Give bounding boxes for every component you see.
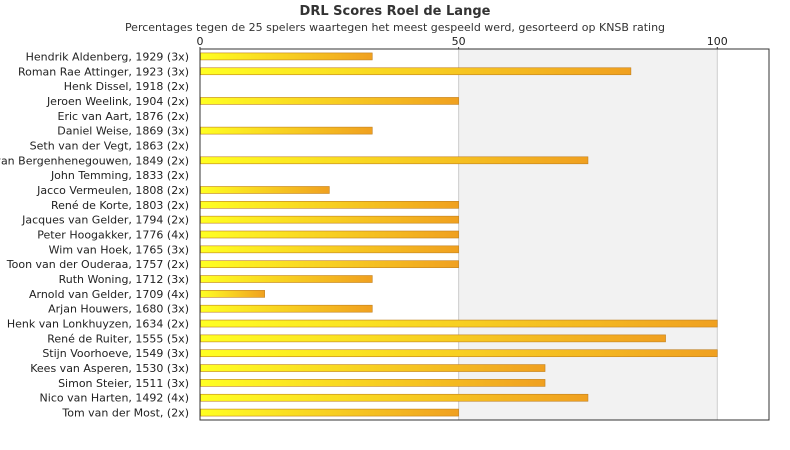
bar — [200, 201, 459, 209]
bar — [200, 97, 459, 105]
bar — [200, 379, 546, 387]
category-label: Wim van Hoek, 1765 (3x) — [49, 243, 189, 256]
bar — [200, 230, 459, 239]
chart-title: DRL Scores Roel de Lange — [300, 4, 491, 19]
bar — [200, 275, 373, 283]
category-label: Marc van Bergenhenegouwen, 1849 (2x) — [0, 154, 189, 167]
category-labels: Hendrik Aldenberg, 1929 (3x) Roman Rae At… — [0, 50, 189, 419]
x-tick-label: 0 — [197, 35, 204, 48]
category-label: Jacques van Gelder, 1794 (2x) — [21, 214, 189, 227]
plot-frame — [199, 48, 770, 421]
category-label: Eric van Aart, 1876 (2x) — [58, 110, 189, 123]
category-label: Jacco Vermeulen, 1808 (2x) — [36, 184, 189, 197]
category-label: Arnold van Gelder, 1709 (4x) — [29, 288, 189, 301]
category-label: Jeroen Weelink, 1904 (2x) — [46, 95, 189, 108]
plot-band — [717, 49, 769, 420]
category-label: Kees van Asperen, 1530 (3x) — [30, 362, 189, 375]
bar — [200, 349, 718, 358]
bar — [200, 393, 589, 402]
plot-band — [458, 49, 718, 420]
bar — [200, 290, 265, 298]
category-label: Arjan Houwers, 1680 (3x) — [48, 303, 189, 316]
bar — [200, 245, 459, 254]
category-label: Ruth Woning, 1712 (3x) — [59, 273, 189, 286]
bar — [200, 215, 459, 224]
bar — [200, 52, 373, 61]
bar — [200, 260, 459, 268]
category-label: Roman Rae Attinger, 1923 (3x) — [18, 65, 189, 78]
category-label: Daniel Weise, 1869 (3x) — [57, 125, 189, 138]
bar — [200, 156, 589, 165]
category-label: Henk Dissel, 1918 (2x) — [64, 80, 189, 93]
bar — [200, 408, 459, 417]
x-tick-label: 100 — [707, 35, 728, 48]
bar — [200, 319, 718, 328]
bar — [200, 186, 330, 194]
category-label: Tom van der Most, (2x) — [61, 407, 189, 420]
category-label: Toon van der Ouderaa, 1757 (2x) — [6, 258, 189, 271]
category-label: John Temming, 1833 (2x) — [50, 169, 189, 182]
x-axis-ticks: 0 50 100 — [197, 35, 728, 49]
category-label: Nico van Harten, 1492 (4x) — [40, 392, 189, 405]
bar — [200, 126, 373, 135]
category-label: René de Ruiter, 1555 (5x) — [47, 332, 189, 345]
category-label: Henk van Lonkhuyzen, 1634 (2x) — [7, 318, 189, 331]
chart-subtitle: Percentages tegen de 25 spelers waartege… — [125, 21, 665, 34]
category-label: Simon Steier, 1511 (3x) — [58, 377, 189, 390]
category-label: Seth van der Vegt, 1863 (2x) — [30, 139, 189, 152]
category-label: René de Korte, 1803 (2x) — [51, 199, 189, 212]
category-label: Hendrik Aldenberg, 1929 (3x) — [26, 50, 189, 63]
bar — [200, 67, 632, 76]
category-label: Stijn Voorhoeve, 1549 (3x) — [42, 347, 189, 360]
category-label: Peter Hoogakker, 1776 (4x) — [37, 229, 189, 242]
bar — [200, 304, 373, 313]
bar — [200, 334, 666, 343]
bar — [200, 364, 546, 372]
x-tick-label: 50 — [452, 35, 466, 48]
